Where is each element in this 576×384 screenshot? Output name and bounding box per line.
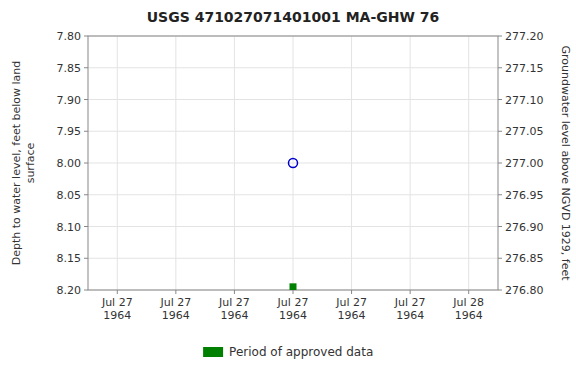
tick: [293, 290, 294, 294]
tick: [84, 258, 88, 259]
tick: [498, 67, 502, 68]
tick: [498, 290, 502, 291]
tick-label-line: Jul 27: [277, 296, 309, 309]
grid-line: [175, 36, 176, 290]
grid-line: [234, 36, 235, 290]
series: [290, 283, 297, 290]
axis-label-line: Depth to water level, feet below land: [10, 61, 23, 266]
tick-label-line: Jul 27: [101, 296, 133, 309]
tick: [84, 36, 88, 37]
tick-label: 7.80: [57, 30, 82, 43]
grid-line: [293, 36, 294, 290]
tick-label: 7.90: [57, 94, 82, 107]
tick-label: 277.20: [505, 30, 544, 43]
tick-label: 277.15: [505, 62, 544, 75]
axis-label: Depth to water level, feet below landsur…: [10, 61, 37, 266]
tick-label: 277.10: [505, 94, 544, 107]
tick-label-line: 1964: [103, 309, 131, 322]
grid-line: [351, 36, 352, 290]
series: [289, 159, 298, 168]
point: [290, 283, 297, 290]
tick-label: 8.20: [57, 284, 82, 297]
tick: [498, 163, 502, 164]
tick-label-line: Jul 27: [394, 296, 426, 309]
tick-label: 276.80: [505, 284, 544, 297]
tick-label-line: 1964: [396, 309, 424, 322]
tick-label: Jul 271964: [159, 296, 191, 322]
tick: [498, 99, 502, 100]
tick: [498, 226, 502, 227]
legend-label: Period of approved data: [229, 345, 373, 359]
tick-label: Jul 271964: [335, 296, 367, 322]
tick-label-line: Jul 27: [218, 296, 250, 309]
tick-label-line: 1964: [220, 309, 248, 322]
legend-swatch: [203, 347, 223, 357]
y-axis: 7.80 7.85 7.90 7.95 8.00 8.05 8.10 8.15 8.20: [57, 30, 89, 297]
tick: [498, 131, 502, 132]
point: [289, 159, 298, 168]
x-axis: Jul 271964Jul 271964Jul 271964Jul 271964…: [101, 290, 484, 322]
tick: [498, 36, 502, 37]
chart: 7.80 7.85 7.90 7.95 8.00 8.05 8.10 8.15 8.20 277.…: [0, 0, 576, 384]
tick: [84, 67, 88, 68]
tick: [84, 131, 88, 132]
tick-label-line: 1964: [455, 309, 483, 322]
tick: [84, 194, 88, 195]
legend: Period of approved data: [203, 345, 373, 359]
tick-label: 8.05: [57, 189, 82, 202]
tick-label: 277.05: [505, 125, 544, 138]
title: USGS 471027071401001 MA-GHW 76: [147, 9, 439, 25]
grid-line: [468, 36, 469, 290]
tick: [175, 290, 176, 294]
tick-label: 7.85: [57, 62, 82, 75]
tick: [498, 258, 502, 259]
y2-axis: 277.20 277.15 277.10 277.05 277.00 276.95 276.…: [498, 30, 544, 297]
tick: [234, 290, 235, 294]
data: [289, 159, 298, 291]
tick-label: 8.10: [57, 221, 82, 234]
plot-frame: [88, 36, 498, 290]
tick-label: Jul 271964: [101, 296, 133, 322]
tick: [468, 290, 469, 294]
tick-label: 7.95: [57, 125, 82, 138]
tick-label-line: Jul 27: [159, 296, 191, 309]
grid: [88, 36, 498, 290]
tick-label: Jul 271964: [277, 296, 309, 322]
tick-label: Jul 281964: [452, 296, 484, 322]
tick-label-line: 1964: [162, 309, 190, 322]
grid-line: [117, 36, 118, 290]
tick: [351, 290, 352, 294]
tick-label: Jul 271964: [394, 296, 426, 322]
tick-label-line: 1964: [279, 309, 307, 322]
axis-label-line: surface: [24, 142, 37, 183]
background: [0, 0, 576, 384]
tick: [84, 99, 88, 100]
grid-line: [410, 36, 411, 290]
tick-label: 8.00: [57, 157, 82, 170]
tick: [410, 290, 411, 294]
tick-label: 276.90: [505, 221, 544, 234]
tick: [84, 290, 88, 291]
tick: [84, 226, 88, 227]
tick-label-line: Jul 28: [452, 296, 484, 309]
tick-label: 276.85: [505, 252, 544, 265]
tick-label-line: Jul 27: [335, 296, 367, 309]
tick-label: 8.15: [57, 252, 82, 265]
tick: [498, 194, 502, 195]
tick: [84, 163, 88, 164]
tick: [117, 290, 118, 294]
tick-label: Jul 271964: [218, 296, 250, 322]
tick-label: 276.95: [505, 189, 544, 202]
tick-label-line: 1964: [338, 309, 366, 322]
axis-label: Groundwater level above NGVD 1929, feet: [559, 45, 572, 281]
tick-label: 277.00: [505, 157, 544, 170]
